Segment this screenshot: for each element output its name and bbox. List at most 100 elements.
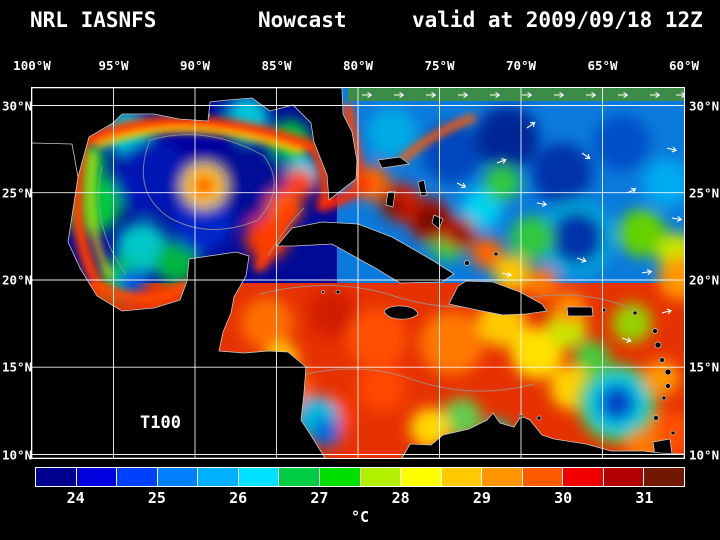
land-puerto-rico bbox=[566, 306, 594, 317]
sst-blob bbox=[241, 297, 293, 349]
colorbar bbox=[35, 467, 685, 487]
current-arrow bbox=[661, 308, 673, 315]
sst-blob bbox=[196, 178, 212, 194]
current-arrow bbox=[456, 182, 467, 189]
colorbar-cell bbox=[319, 468, 361, 486]
current-arrow bbox=[586, 91, 597, 99]
island bbox=[385, 190, 396, 208]
lat-tick-label: 10°N bbox=[689, 447, 720, 462]
lat-tick-label: 30°N bbox=[2, 98, 33, 113]
current-arrow bbox=[576, 257, 587, 263]
lat-tick-label: 25°N bbox=[2, 185, 33, 201]
sst-blob bbox=[551, 212, 603, 264]
colorbar-cell bbox=[157, 468, 199, 486]
island-dot bbox=[601, 307, 607, 313]
current-arrow bbox=[618, 91, 629, 99]
lon-tick-label: 65°W bbox=[587, 58, 618, 73]
sst-blob bbox=[313, 419, 341, 447]
lon-tick-label: 60°W bbox=[668, 58, 700, 73]
lon-tick-label: 85°W bbox=[261, 58, 292, 73]
sst-streak bbox=[398, 114, 476, 164]
colorbar-cell bbox=[401, 468, 442, 486]
sst-blob bbox=[658, 256, 684, 300]
colorbar-tick-label: 29 bbox=[472, 489, 491, 507]
island-dot bbox=[661, 395, 667, 401]
lat-tick-label: 10°N bbox=[2, 447, 33, 462]
land-south-america bbox=[401, 412, 684, 458]
lat-tick-label: 20°N bbox=[2, 272, 33, 288]
current-arrow bbox=[490, 91, 501, 99]
island-dot bbox=[536, 415, 542, 421]
ssh-contour bbox=[98, 165, 127, 275]
colorbar-cell bbox=[76, 468, 118, 486]
current-arrow bbox=[426, 91, 437, 99]
colorbar-tick-label: 27 bbox=[310, 489, 329, 507]
lon-tick-label: 95°W bbox=[98, 58, 129, 73]
colorbar-cell bbox=[644, 468, 684, 486]
island bbox=[431, 214, 444, 230]
current-arrow bbox=[496, 158, 507, 164]
colorbar-tick-label: 24 bbox=[66, 489, 85, 507]
colorbar-cell bbox=[441, 468, 483, 486]
lon-tick-label: 80°W bbox=[342, 58, 374, 73]
lat-tick-label: 15°N bbox=[2, 359, 33, 375]
colorbar-cell bbox=[117, 468, 158, 486]
island-dot bbox=[493, 251, 499, 257]
sst-blob bbox=[526, 267, 558, 299]
run-type: Nowcast bbox=[258, 8, 347, 32]
sst-blob bbox=[644, 360, 680, 396]
sst-blob bbox=[358, 364, 406, 412]
colorbar-tick-label: 31 bbox=[635, 489, 654, 507]
current-arrow bbox=[671, 216, 683, 223]
colorbar-cell bbox=[36, 468, 77, 486]
island-dot bbox=[653, 415, 659, 421]
sst-streak bbox=[80, 115, 317, 153]
lat-tick-label: 20°N bbox=[689, 272, 720, 288]
sst-blob bbox=[462, 188, 502, 228]
current-arrow bbox=[650, 91, 661, 99]
colorbar-cell bbox=[603, 468, 645, 486]
land-hispaniola bbox=[448, 280, 548, 316]
sst-blob bbox=[475, 106, 539, 170]
current-arrow bbox=[676, 91, 684, 99]
current-arrow bbox=[458, 91, 469, 99]
current-arrow bbox=[526, 122, 536, 129]
sst-blob bbox=[599, 385, 635, 421]
island-dot bbox=[632, 310, 638, 316]
sst-blob bbox=[471, 237, 503, 269]
colorbar-cells bbox=[36, 468, 684, 486]
colorbar-cell bbox=[279, 468, 320, 486]
colorbar-cell bbox=[360, 468, 402, 486]
sst-blob bbox=[484, 165, 520, 201]
island-dot bbox=[654, 341, 662, 349]
map-panel: T100 bbox=[31, 87, 685, 459]
colorbar-cell bbox=[482, 468, 523, 486]
sst-blob bbox=[114, 140, 190, 216]
island bbox=[417, 179, 428, 197]
island-dot bbox=[321, 290, 325, 294]
colorbar-tick-label: 28 bbox=[391, 489, 410, 507]
land-cuba bbox=[276, 221, 455, 284]
sst-blob bbox=[594, 115, 650, 171]
lon-tick-label: 70°W bbox=[505, 58, 537, 73]
island-dot bbox=[652, 328, 658, 334]
lon-tick-label: 100°W bbox=[13, 58, 51, 73]
current-arrow bbox=[554, 91, 565, 99]
sst-streak bbox=[92, 280, 190, 305]
colorbar-cell bbox=[522, 468, 564, 486]
current-arrow bbox=[522, 91, 533, 99]
island bbox=[377, 156, 410, 169]
island-dot bbox=[335, 289, 341, 295]
sst-blob bbox=[511, 327, 563, 379]
colorbar-tick-label: 25 bbox=[147, 489, 166, 507]
lat-tick-label: 15°N bbox=[689, 359, 720, 375]
colorbar-cell bbox=[238, 468, 280, 486]
colorbar-unit: °C bbox=[350, 508, 370, 526]
sst-blob bbox=[118, 269, 146, 297]
sst-blob bbox=[618, 209, 666, 257]
current-arrow bbox=[641, 268, 653, 275]
island-dot bbox=[464, 260, 470, 266]
sst-blob bbox=[367, 108, 417, 158]
sst-streak bbox=[254, 204, 296, 272]
ssh-contour bbox=[142, 134, 275, 230]
